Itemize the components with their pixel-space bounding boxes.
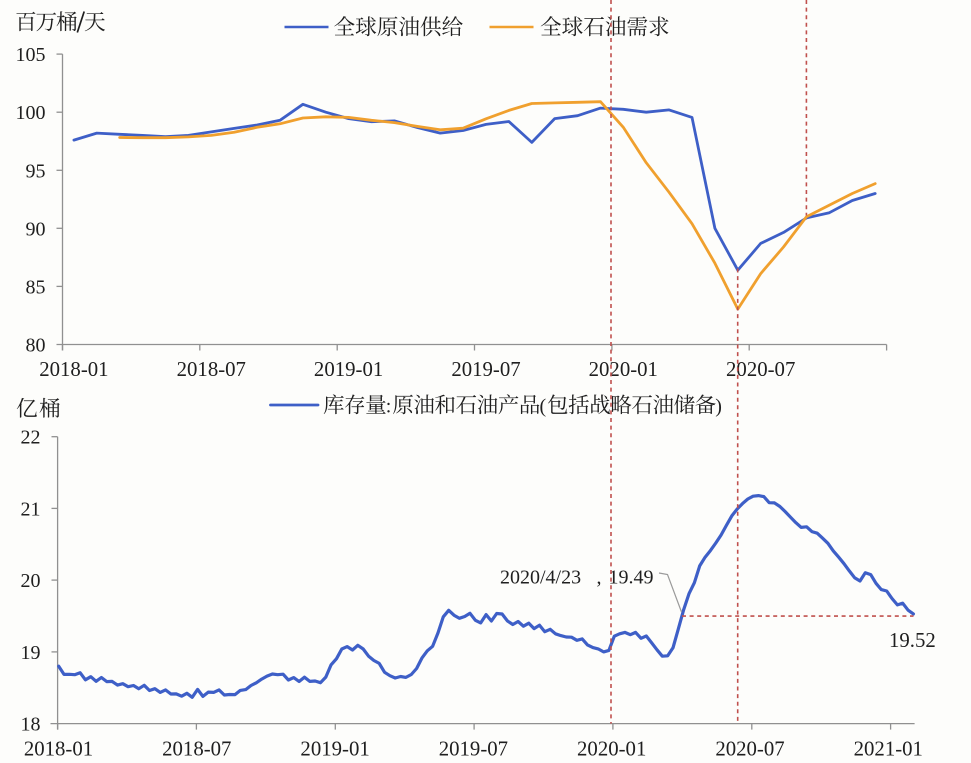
svg-text:2020/4/23: 2020/4/23: [500, 567, 581, 589]
svg-text:19.52: 19.52: [889, 629, 936, 652]
svg-text:): ): [715, 396, 722, 418]
svg-text:2019-07: 2019-07: [439, 738, 508, 761]
svg-text:100: 100: [16, 102, 46, 124]
svg-text:2018-01: 2018-01: [24, 738, 93, 761]
svg-text:95: 95: [26, 160, 46, 182]
svg-text:21: 21: [21, 498, 41, 520]
svg-text::: :: [386, 396, 392, 418]
svg-text:2021-01: 2021-01: [854, 738, 923, 761]
svg-text:22: 22: [21, 427, 41, 449]
svg-text:2019-07: 2019-07: [451, 358, 520, 381]
svg-text:2019-01: 2019-01: [314, 358, 383, 381]
svg-text:19: 19: [21, 642, 41, 664]
svg-text:2018-07: 2018-07: [162, 738, 231, 761]
svg-text:20: 20: [21, 570, 41, 592]
svg-text:2019-01: 2019-01: [300, 738, 369, 761]
svg-text:105: 105: [16, 44, 46, 66]
svg-text:90: 90: [26, 218, 46, 240]
svg-text:80: 80: [26, 335, 46, 357]
svg-text:19.49: 19.49: [609, 567, 654, 589]
svg-text:2020-01: 2020-01: [589, 358, 658, 381]
svg-text:18: 18: [21, 714, 41, 736]
svg-text:,: ,: [597, 567, 602, 589]
svg-text:2020-01: 2020-01: [577, 738, 646, 761]
svg-text:2020-07: 2020-07: [726, 358, 795, 381]
svg-text:2018-01: 2018-01: [39, 358, 108, 381]
svg-text:2018-07: 2018-07: [177, 358, 246, 381]
svg-text:2020-07: 2020-07: [715, 738, 784, 761]
svg-text:85: 85: [26, 276, 46, 298]
svg-text:(: (: [540, 396, 547, 418]
